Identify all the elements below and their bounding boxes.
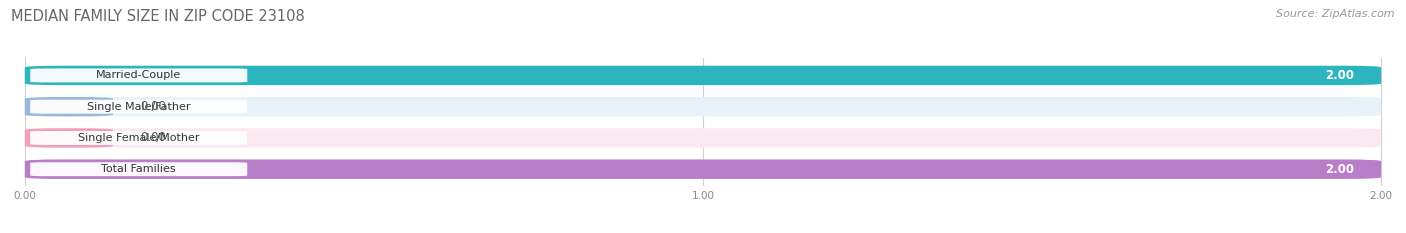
FancyBboxPatch shape <box>25 97 112 116</box>
Text: 2.00: 2.00 <box>1324 163 1354 176</box>
Text: MEDIAN FAMILY SIZE IN ZIP CODE 23108: MEDIAN FAMILY SIZE IN ZIP CODE 23108 <box>11 9 305 24</box>
FancyBboxPatch shape <box>31 100 247 114</box>
FancyBboxPatch shape <box>25 97 1381 116</box>
FancyBboxPatch shape <box>25 66 1381 85</box>
Text: 2.00: 2.00 <box>1324 69 1354 82</box>
Text: Married-Couple: Married-Couple <box>96 70 181 80</box>
FancyBboxPatch shape <box>25 160 1381 179</box>
Text: 0.00: 0.00 <box>141 131 166 144</box>
FancyBboxPatch shape <box>31 162 247 176</box>
Text: Source: ZipAtlas.com: Source: ZipAtlas.com <box>1277 9 1395 19</box>
Text: 0.00: 0.00 <box>141 100 166 113</box>
FancyBboxPatch shape <box>25 128 112 148</box>
Text: Single Female/Mother: Single Female/Mother <box>77 133 200 143</box>
FancyBboxPatch shape <box>31 69 247 82</box>
FancyBboxPatch shape <box>25 66 1381 85</box>
Text: Total Families: Total Families <box>101 164 176 174</box>
FancyBboxPatch shape <box>31 131 247 145</box>
Text: Single Male/Father: Single Male/Father <box>87 102 190 112</box>
FancyBboxPatch shape <box>25 160 1381 179</box>
FancyBboxPatch shape <box>25 128 1381 148</box>
